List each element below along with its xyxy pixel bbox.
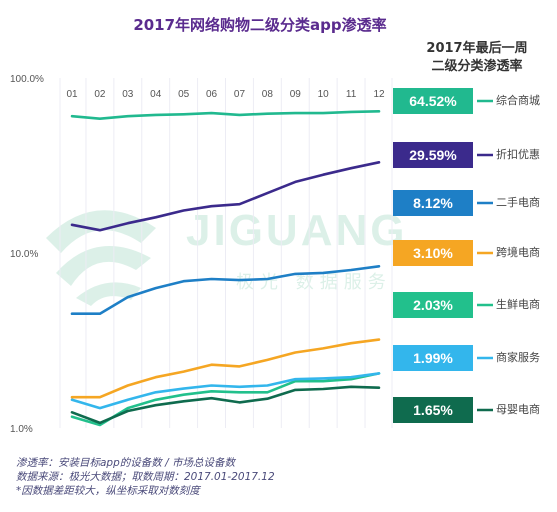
footnotes: 渗透率：安装目标app的设备数 / 市场总设备数 数据来源：极光大数据；取数周期…: [16, 456, 275, 498]
legend-title-line1: 2017年最后一周: [426, 41, 528, 56]
y-tick-label-1: 10.0%: [10, 249, 38, 260]
last-week-badge-2: 29.59%: [393, 142, 473, 168]
legend-label-5: 生鲜电商: [496, 298, 540, 311]
x-tick-label-06: 06: [206, 89, 218, 100]
last-week-badge-3: 8.12%: [393, 190, 473, 216]
x-tick-label-02: 02: [94, 89, 106, 100]
last-week-badge-1: 64.52%: [393, 88, 473, 114]
x-tick-label-12: 12: [373, 89, 385, 100]
x-tick-label-08: 08: [262, 89, 274, 100]
legend-label-3: 二手电商: [496, 196, 540, 209]
series-line-5: [70, 372, 381, 427]
series-line-4: [70, 338, 381, 399]
legend-title-line2: 二级分类渗透率: [431, 59, 523, 74]
x-tick-label-11: 11: [346, 89, 357, 100]
x-tick-label-07: 07: [234, 89, 246, 100]
watermark-brand: JIGUANG: [186, 206, 408, 255]
legend-label-6: 商家服务: [496, 351, 540, 364]
series-line-3: [70, 265, 381, 315]
legend-label-4: 跨境电商: [496, 246, 540, 259]
series-line-1: [70, 110, 381, 120]
footnote-definition: 渗透率：安装目标app的设备数 / 市场总设备数: [16, 457, 235, 469]
last-week-badge-7: 1.65%: [393, 397, 473, 423]
footnote-source: 数据来源：极光大数据；取数周期：2017.01-2017.12: [16, 471, 275, 483]
x-tick-label-01: 01: [66, 89, 78, 100]
footnote-scale-note: *因数据差距较大，纵坐标采取对数刻度: [16, 485, 200, 497]
legend-label-7: 母婴电商: [496, 403, 540, 416]
series-line-6: [70, 372, 381, 410]
legend-label-1: 综合商城: [496, 94, 540, 107]
x-tick-label-05: 05: [178, 89, 190, 100]
x-tick-label-09: 09: [290, 89, 302, 100]
x-tick-label-10: 10: [318, 89, 330, 100]
last-week-badge-6: 1.99%: [393, 345, 473, 371]
x-tick-label-03: 03: [122, 89, 134, 100]
x-tick-label-04: 04: [150, 89, 162, 100]
last-week-badge-4: 3.10%: [393, 240, 473, 266]
last-week-badge-5: 2.03%: [393, 292, 473, 318]
legend-label-2: 折扣优惠: [496, 148, 540, 161]
jiguang-logo-icon: [46, 210, 156, 306]
legend-title: 2017年最后一周 二级分类渗透率: [402, 40, 552, 76]
series-line-7: [70, 385, 381, 425]
chart-title: 2017年网络购物二级分类app渗透率: [133, 16, 387, 34]
series-line-2: [70, 161, 381, 232]
y-tick-label-0: 100.0%: [10, 74, 44, 85]
y-tick-label-2: 1.0%: [10, 424, 33, 435]
